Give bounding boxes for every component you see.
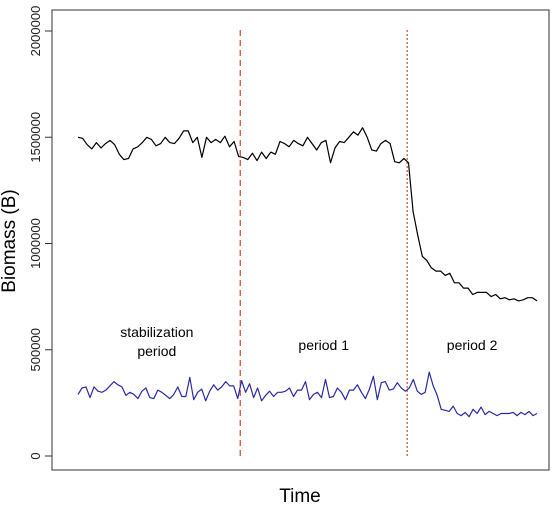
- annotation-label: period 2: [447, 337, 498, 353]
- series-layer: [77, 127, 538, 418]
- annotation-label: stabilization period: [120, 324, 193, 359]
- y-axis: 0 500000 1000000 1500000 2000000: [28, 6, 53, 460]
- y-tick-label: 1000000: [28, 218, 43, 269]
- annotation-line: period 2: [447, 337, 498, 353]
- series-line-blue: [77, 371, 538, 418]
- period-divider-lines: [239, 30, 408, 458]
- period-annotations: stabilization period period 1 period 2: [120, 324, 497, 359]
- series-line-black: [77, 127, 538, 302]
- y-axis-title: Biomass (B): [0, 189, 20, 292]
- plot-frame: [51, 9, 550, 471]
- annotation-line: period: [137, 343, 176, 359]
- y-tick-label: 2000000: [28, 6, 43, 57]
- annotation-line: period 1: [298, 337, 349, 353]
- annotation-line: stabilization: [120, 324, 193, 340]
- y-tick-label: 0: [28, 452, 43, 459]
- x-axis-title: Time: [279, 486, 321, 507]
- y-tick-label: 1500000: [28, 112, 43, 163]
- y-tick-label: 500000: [28, 328, 43, 371]
- annotation-label: period 1: [298, 337, 349, 353]
